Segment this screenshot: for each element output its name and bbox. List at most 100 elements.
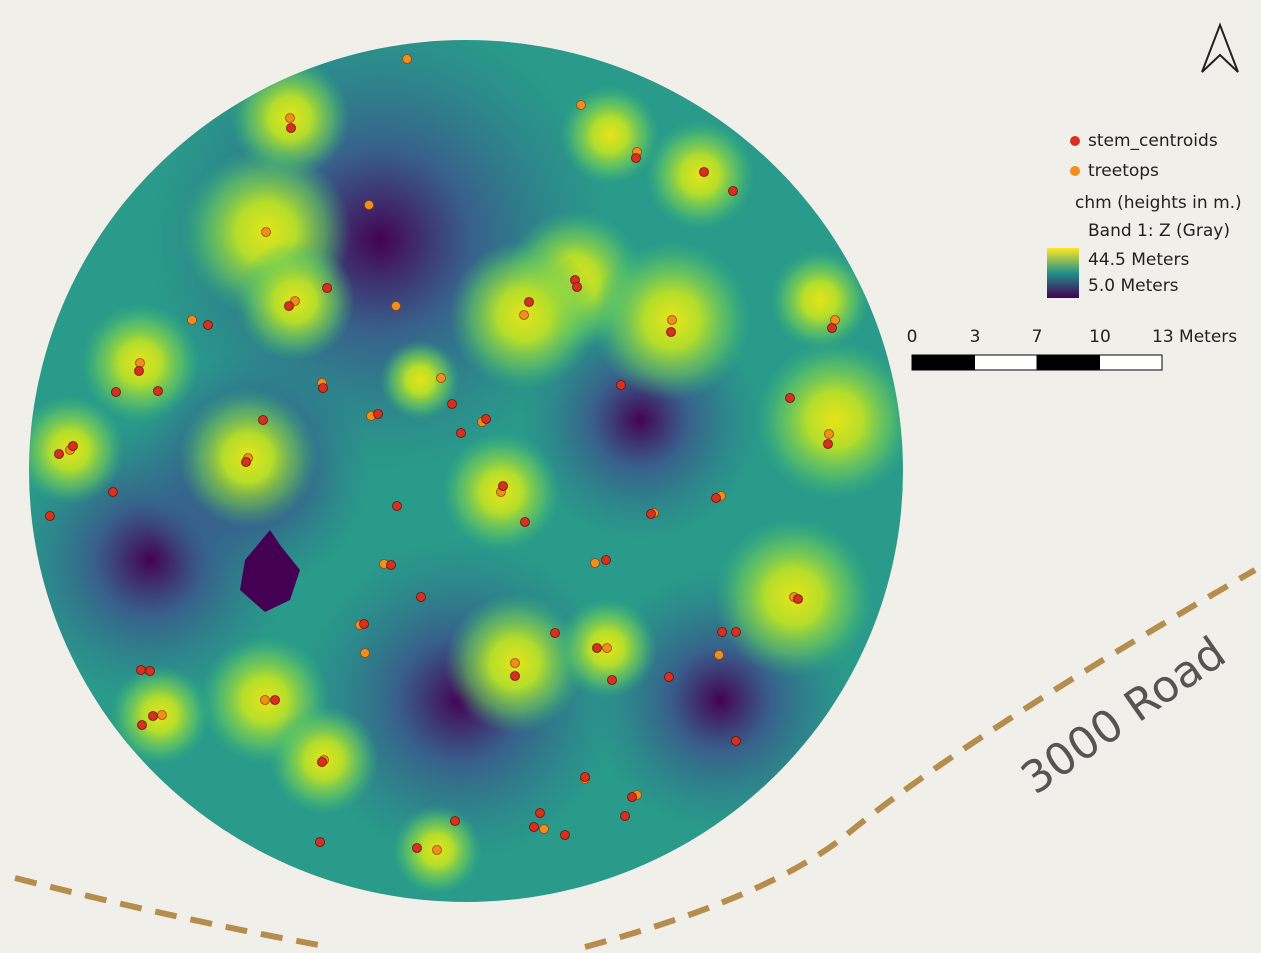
stem-centroid — [448, 400, 457, 409]
stem-centroid — [536, 809, 545, 818]
stem-centroid — [824, 440, 833, 449]
canopy-high — [560, 85, 660, 185]
legend-label: stem_centroids — [1088, 131, 1218, 151]
treetop — [365, 201, 374, 210]
stem-centroid — [287, 124, 296, 133]
stem-centroid — [573, 283, 582, 292]
stem-centroid — [621, 812, 630, 821]
stem-centroid — [242, 458, 251, 467]
stem-centroid — [511, 672, 520, 681]
stem-centroid — [700, 168, 709, 177]
stem-centroid — [271, 696, 280, 705]
scale-label: 7 — [1032, 327, 1043, 347]
stem-centroid — [561, 831, 570, 840]
stem-centroid — [46, 512, 55, 521]
scale-label: 0 — [907, 327, 918, 347]
canopy-high — [645, 120, 755, 230]
stem-centroid — [393, 502, 402, 511]
scale-bar: 0 3 7 10 13 Meters — [907, 327, 1238, 370]
treetop — [577, 101, 586, 110]
stem-centroid — [387, 561, 396, 570]
stem-centroid — [632, 154, 641, 163]
treetop — [262, 228, 271, 237]
stem-centroid — [499, 482, 508, 491]
stem-centroid — [137, 666, 146, 675]
legend-min: 5.0 Meters — [1088, 276, 1179, 296]
treetop — [520, 311, 529, 320]
stem-centroid — [732, 628, 741, 637]
stem-centroid — [457, 429, 466, 438]
scale-label: 13 Meters — [1152, 327, 1237, 347]
road-label: 3000 Road — [1012, 627, 1235, 804]
stem-centroid — [259, 416, 268, 425]
stem-centroid — [718, 628, 727, 637]
stem-centroid — [318, 758, 327, 767]
stem-centroid — [451, 817, 460, 826]
treetop — [668, 316, 677, 325]
road-line — [15, 878, 330, 947]
stem-centroid — [138, 721, 147, 730]
stem-centroid — [608, 676, 617, 685]
stem-centroid — [316, 838, 325, 847]
treetop — [715, 651, 724, 660]
stem-centroid — [732, 737, 741, 746]
stem-centroid — [712, 494, 721, 503]
scale-label: 10 — [1089, 327, 1111, 347]
treetop — [158, 711, 167, 720]
treetop — [403, 55, 412, 64]
stem-centroid — [828, 324, 837, 333]
stem-centroid — [204, 321, 213, 330]
stem-centroid — [665, 673, 674, 682]
canopy-high — [755, 340, 915, 500]
legend-max: 44.5 Meters — [1088, 250, 1189, 270]
stem-centroid — [729, 187, 738, 196]
canopy-high — [380, 340, 460, 420]
stem-centroid — [149, 712, 158, 721]
treetop — [540, 825, 549, 834]
treetop — [433, 846, 442, 855]
stem-centroid — [319, 384, 328, 393]
treetop — [261, 696, 270, 705]
stem-centroid — [617, 381, 626, 390]
stem-centroid — [794, 595, 803, 604]
treetop — [361, 649, 370, 658]
stem-centroid — [628, 793, 637, 802]
canopy-high — [770, 250, 870, 350]
stem-centroid — [581, 773, 590, 782]
legend-label: treetops — [1088, 161, 1159, 181]
scale-label: 3 — [970, 327, 981, 347]
stem-centroid — [602, 556, 611, 565]
stem-centroid — [360, 620, 369, 629]
treetop — [825, 430, 834, 439]
stem-centroid — [69, 442, 78, 451]
treetop — [511, 659, 520, 668]
stem-centroid — [109, 488, 118, 497]
legend-symbol — [1070, 166, 1080, 176]
stem-centroid — [551, 629, 560, 638]
legend-ramp — [1047, 248, 1079, 298]
stem-centroid — [786, 394, 795, 403]
stem-centroid — [55, 450, 64, 459]
stem-centroid — [482, 415, 491, 424]
stem-centroid — [323, 284, 332, 293]
stem-centroid — [525, 298, 534, 307]
map: 3000 Road stem_centroids treetops chm (h… — [0, 0, 1261, 953]
stem-centroid — [154, 387, 163, 396]
stem-centroid — [135, 367, 144, 376]
stem-centroid — [667, 328, 676, 337]
stem-centroid — [112, 388, 121, 397]
treetop — [136, 359, 145, 368]
legend-title: chm (heights in m.) — [1075, 193, 1242, 213]
legend-symbol — [1070, 136, 1080, 146]
stem-centroid — [374, 410, 383, 419]
treetop — [437, 374, 446, 383]
stem-centroid — [521, 518, 530, 527]
treetop — [286, 114, 295, 123]
stem-centroid — [593, 644, 602, 653]
stem-centroid — [647, 510, 656, 519]
treetop — [188, 316, 197, 325]
stem-centroid — [417, 593, 426, 602]
treetop — [591, 559, 600, 568]
stem-centroid — [413, 844, 422, 853]
north-arrow — [1202, 25, 1238, 72]
